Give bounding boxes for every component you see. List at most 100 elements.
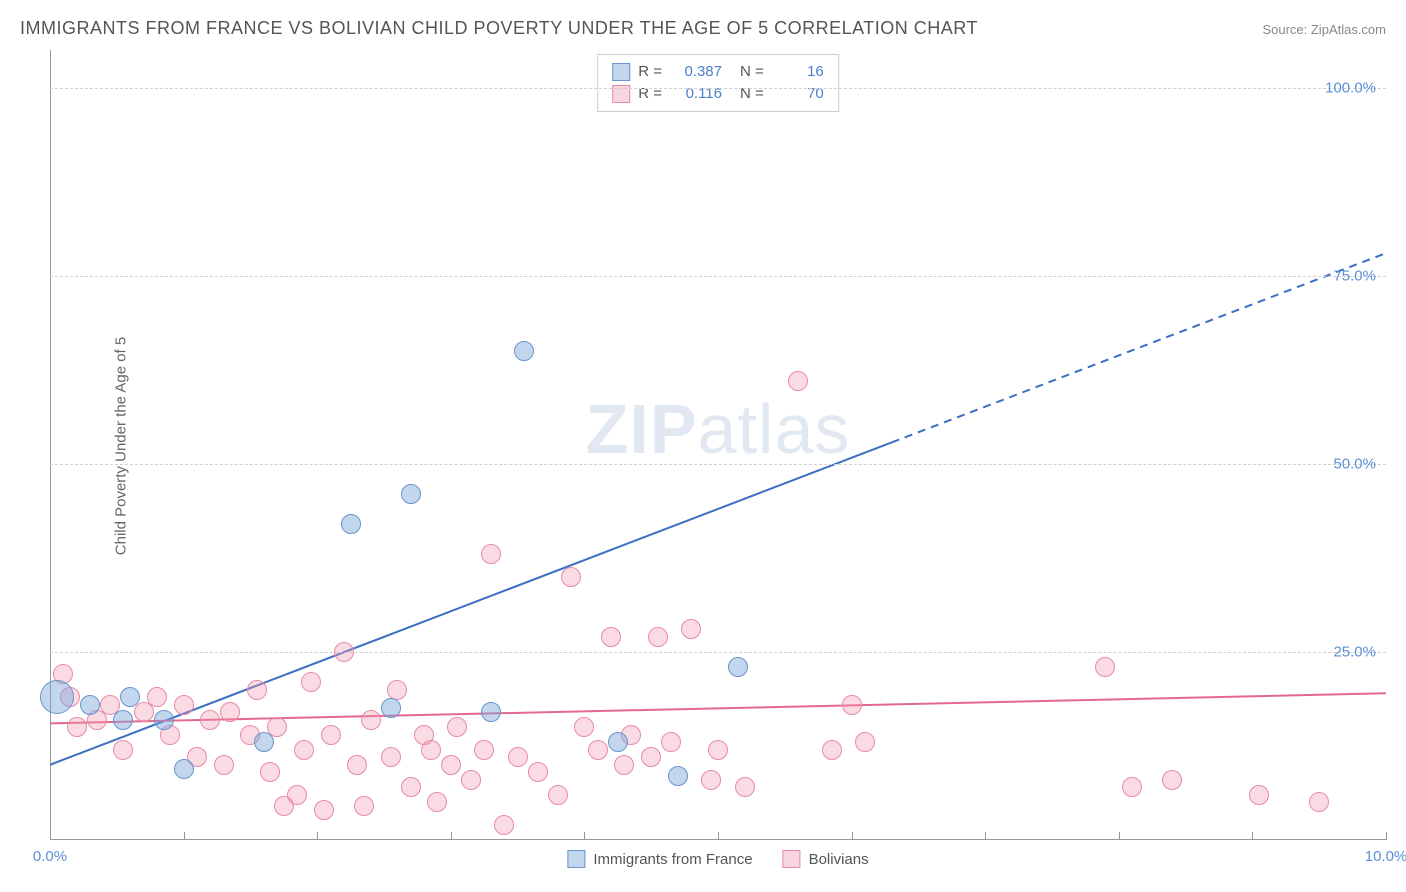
data-point-pink — [147, 687, 167, 707]
x-tick — [985, 832, 986, 840]
n-value-blue: 16 — [772, 61, 824, 83]
swatch-pink-icon — [783, 850, 801, 868]
gridline — [50, 88, 1386, 89]
data-point-blue — [113, 710, 133, 730]
x-tick-label: 0.0% — [33, 848, 67, 865]
x-tick — [184, 832, 185, 840]
data-point-pink — [113, 740, 133, 760]
chart-title: IMMIGRANTS FROM FRANCE VS BOLIVIAN CHILD… — [20, 18, 978, 39]
data-point-blue — [381, 698, 401, 718]
data-point-pink — [1162, 770, 1182, 790]
data-point-pink — [641, 747, 661, 767]
data-point-blue — [254, 732, 274, 752]
r-label: R = — [638, 61, 662, 83]
legend-item-pink: Bolivians — [783, 850, 869, 868]
data-point-blue — [481, 702, 501, 722]
data-point-pink — [294, 740, 314, 760]
data-point-pink — [361, 710, 381, 730]
data-point-pink — [1249, 785, 1269, 805]
data-point-pink — [421, 740, 441, 760]
x-tick — [317, 832, 318, 840]
data-point-pink — [260, 762, 280, 782]
legend-item-blue: Immigrants from France — [567, 850, 752, 868]
data-point-pink — [214, 755, 234, 775]
data-point-pink — [588, 740, 608, 760]
gridline — [50, 652, 1386, 653]
data-point-pink — [321, 725, 341, 745]
data-point-pink — [461, 770, 481, 790]
data-point-blue — [80, 695, 100, 715]
n-label: N = — [740, 61, 764, 83]
data-point-pink — [247, 680, 267, 700]
source-attribution: Source: ZipAtlas.com — [1262, 22, 1386, 37]
data-point-pink — [508, 747, 528, 767]
x-tick — [852, 832, 853, 840]
x-tick — [718, 832, 719, 840]
data-point-pink — [601, 627, 621, 647]
correlation-legend: R = 0.387 N = 16 R = 0.116 N = 70 — [597, 54, 839, 112]
data-point-pink — [1095, 657, 1115, 677]
trend-line — [50, 442, 892, 764]
r-value-blue: 0.387 — [670, 61, 722, 83]
legend-row-blue: R = 0.387 N = 16 — [612, 61, 824, 83]
data-point-blue — [120, 687, 140, 707]
data-point-pink — [474, 740, 494, 760]
data-point-pink — [561, 567, 581, 587]
watermark-bold: ZIP — [586, 390, 698, 468]
legend-label-blue: Immigrants from France — [593, 851, 752, 868]
data-point-pink — [494, 815, 514, 835]
data-point-blue — [728, 657, 748, 677]
plot-area: ZIPatlas R = 0.387 N = 16 R = 0.116 N = … — [50, 50, 1386, 840]
data-point-blue — [341, 514, 361, 534]
y-tick-label: 75.0% — [1333, 267, 1376, 284]
swatch-blue-icon — [567, 850, 585, 868]
legend-label-pink: Bolivians — [809, 851, 869, 868]
x-tick — [584, 832, 585, 840]
data-point-pink — [387, 680, 407, 700]
y-tick-label: 100.0% — [1325, 79, 1376, 96]
data-point-pink — [401, 777, 421, 797]
gridline — [50, 464, 1386, 465]
data-point-pink — [427, 792, 447, 812]
y-axis-line — [50, 50, 51, 840]
data-point-pink — [447, 717, 467, 737]
data-point-pink — [67, 717, 87, 737]
data-point-pink — [614, 755, 634, 775]
n-value-pink: 70 — [772, 83, 824, 105]
data-point-pink — [1122, 777, 1142, 797]
source-value: ZipAtlas.com — [1311, 22, 1386, 37]
data-point-pink — [661, 732, 681, 752]
data-point-pink — [528, 762, 548, 782]
trend-line — [892, 253, 1386, 442]
x-tick — [451, 832, 452, 840]
data-point-pink — [574, 717, 594, 737]
trend-lines-svg — [50, 50, 1386, 840]
data-point-pink — [441, 755, 461, 775]
data-point-pink — [788, 371, 808, 391]
data-point-pink — [708, 740, 728, 760]
data-point-blue — [40, 680, 74, 714]
data-point-pink — [855, 732, 875, 752]
data-point-pink — [735, 777, 755, 797]
data-point-blue — [668, 766, 688, 786]
r-value-pink: 0.116 — [670, 83, 722, 105]
data-point-pink — [287, 785, 307, 805]
data-point-pink — [174, 695, 194, 715]
x-tick — [1252, 832, 1253, 840]
data-point-pink — [701, 770, 721, 790]
data-point-pink — [347, 755, 367, 775]
data-point-pink — [334, 642, 354, 662]
legend-row-pink: R = 0.116 N = 70 — [612, 83, 824, 105]
data-point-pink — [681, 619, 701, 639]
y-tick-label: 50.0% — [1333, 455, 1376, 472]
gridline — [50, 276, 1386, 277]
x-tick — [1119, 832, 1120, 840]
data-point-pink — [548, 785, 568, 805]
watermark: ZIPatlas — [586, 389, 851, 469]
r-label: R = — [638, 83, 662, 105]
data-point-blue — [608, 732, 628, 752]
data-point-pink — [200, 710, 220, 730]
data-point-pink — [842, 695, 862, 715]
y-tick-label: 25.0% — [1333, 643, 1376, 660]
x-tick-label: 10.0% — [1365, 848, 1406, 865]
